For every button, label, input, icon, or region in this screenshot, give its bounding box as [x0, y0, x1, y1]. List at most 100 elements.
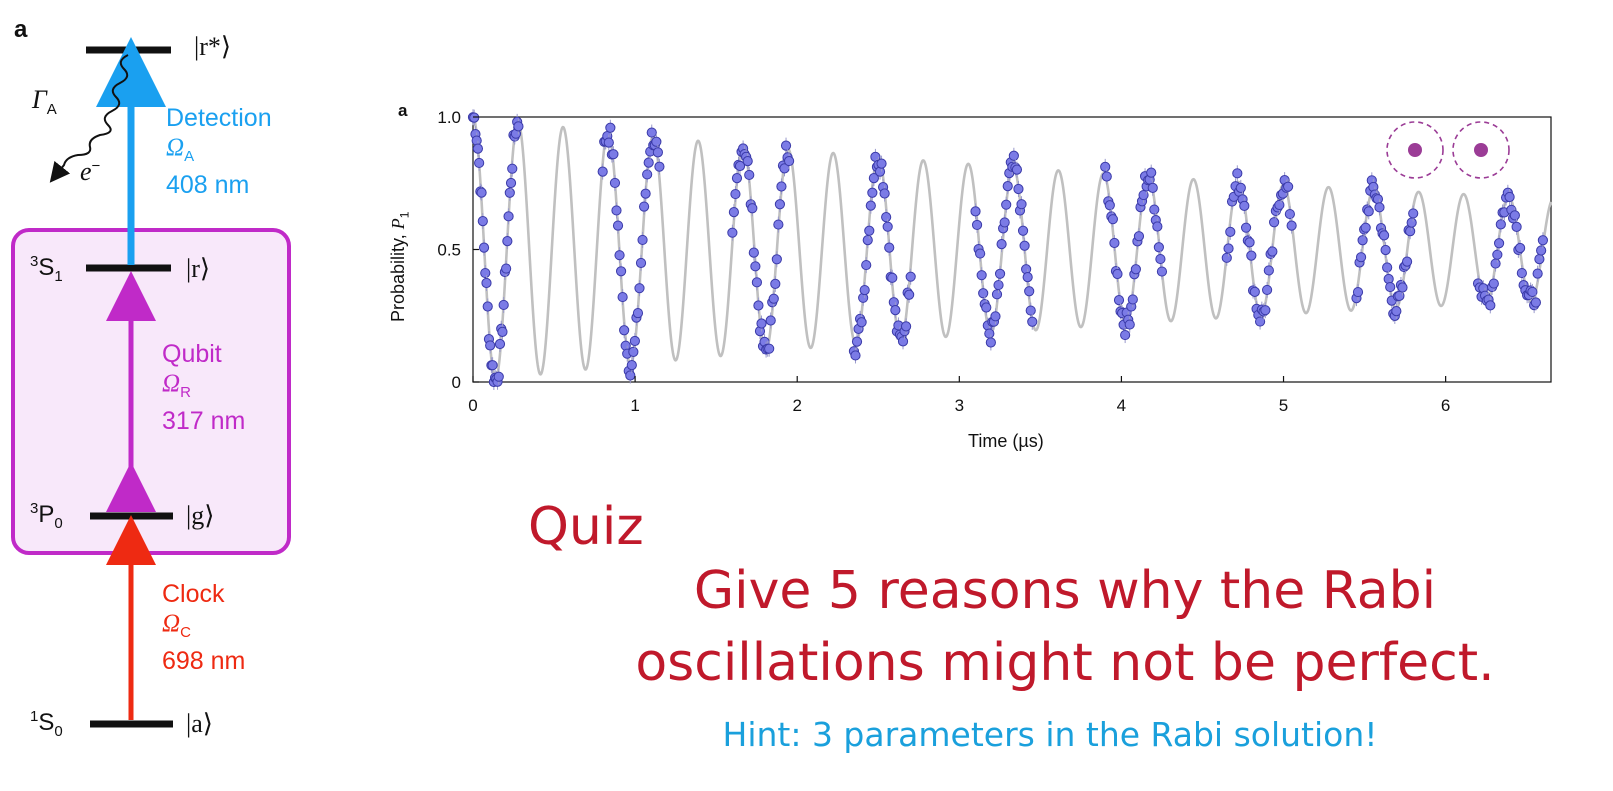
data-point	[1149, 204, 1160, 215]
quiz-question: Give 5 reasons why the Rabi oscillations…	[560, 555, 1570, 699]
data-point	[1537, 235, 1548, 246]
y-axis-label: Probability, P1	[388, 211, 412, 322]
data-point	[494, 338, 506, 350]
data-point	[482, 301, 493, 312]
data-point	[513, 121, 524, 132]
data-point	[1357, 235, 1368, 246]
data-point	[884, 242, 895, 253]
data-point	[1019, 240, 1030, 251]
data-point	[971, 219, 983, 231]
data-point	[991, 289, 1003, 300]
data-point	[1372, 194, 1384, 205]
quiz-hint: Hint: 3 parameters in the Rabi solution!	[722, 715, 1378, 754]
data-point	[1225, 226, 1236, 237]
data-point	[1244, 237, 1255, 248]
data-point	[609, 177, 621, 189]
data-point	[632, 307, 644, 319]
data-point	[1153, 242, 1164, 253]
data-point	[615, 266, 627, 277]
data-point	[1017, 225, 1029, 236]
data-point	[773, 219, 784, 230]
data-point	[1239, 200, 1250, 212]
data-point	[1104, 200, 1115, 211]
data-point	[856, 317, 867, 328]
data-point	[1155, 253, 1166, 265]
data-point	[1022, 272, 1033, 283]
data-point	[614, 250, 625, 261]
data-point	[1504, 191, 1515, 203]
data-point	[985, 337, 996, 348]
data-point	[1147, 182, 1158, 193]
x-tick-label: 4	[1117, 396, 1126, 415]
data-point	[731, 173, 743, 184]
data-point	[638, 201, 650, 212]
data-point	[611, 205, 622, 216]
term-1S0-label: 1S0	[30, 708, 63, 740]
data-point	[1391, 306, 1402, 317]
data-point	[1283, 181, 1294, 192]
x-axis-label: Time (µs)	[968, 431, 1044, 451]
data-point	[750, 261, 761, 272]
data-point	[1016, 199, 1027, 210]
data-point	[1488, 278, 1499, 289]
data-point	[1490, 258, 1501, 269]
data-point	[770, 278, 781, 290]
x-tick-label: 5	[1279, 396, 1288, 415]
data-points	[467, 109, 1548, 390]
x-tick-label: 1	[630, 396, 639, 415]
data-point	[1401, 256, 1413, 267]
data-point	[1100, 161, 1111, 172]
data-point	[1025, 305, 1036, 316]
data-point	[868, 173, 879, 184]
data-point	[635, 257, 647, 269]
data-point	[774, 199, 786, 210]
data-point	[605, 122, 616, 133]
data-point	[507, 163, 518, 174]
detection-transition-text: Detection ΩA 408 nm	[166, 104, 272, 199]
data-point	[900, 321, 912, 332]
data-point	[1024, 286, 1035, 297]
chart-panel-letter: a	[398, 101, 408, 120]
data-point	[780, 140, 792, 151]
quiz-question-line-1: Give 5 reasons why the Rabi	[693, 561, 1437, 621]
atom-icon	[1408, 143, 1422, 157]
data-point	[608, 149, 619, 160]
data-point	[1527, 286, 1538, 298]
data-point	[905, 271, 916, 282]
data-point	[744, 169, 755, 181]
data-point	[751, 277, 763, 288]
data-point	[861, 259, 872, 271]
atom-icon-ring	[1452, 121, 1510, 179]
data-point	[996, 239, 1007, 250]
data-point	[505, 177, 517, 189]
ket-rstar-label: |r*⟩	[194, 32, 232, 61]
data-point	[502, 235, 513, 247]
data-point	[1133, 231, 1145, 242]
data-point	[469, 112, 480, 123]
data-point	[765, 315, 776, 326]
data-point	[1223, 243, 1234, 254]
data-point	[1495, 219, 1506, 230]
data-point	[764, 343, 775, 354]
data-point	[1382, 262, 1393, 273]
data-point	[472, 143, 484, 154]
data-point	[1127, 294, 1138, 305]
level-panel-letter: a	[14, 16, 28, 43]
quiz-question-line-2: oscillations might not be perfect.	[635, 633, 1495, 693]
data-point	[1286, 220, 1297, 231]
data-point	[1534, 254, 1545, 265]
data-point	[625, 370, 636, 381]
data-point	[1113, 295, 1125, 306]
atom-icons	[1386, 121, 1510, 179]
data-point	[1120, 329, 1131, 341]
data-point	[1516, 267, 1527, 279]
data-point	[1352, 286, 1364, 298]
data-point	[1261, 284, 1273, 296]
data-point	[634, 283, 645, 294]
x-tick-label: 6	[1441, 396, 1450, 415]
data-point	[1493, 238, 1505, 249]
data-point	[493, 371, 504, 382]
data-point	[890, 305, 901, 316]
data-point	[640, 188, 651, 199]
data-point	[1254, 316, 1266, 327]
